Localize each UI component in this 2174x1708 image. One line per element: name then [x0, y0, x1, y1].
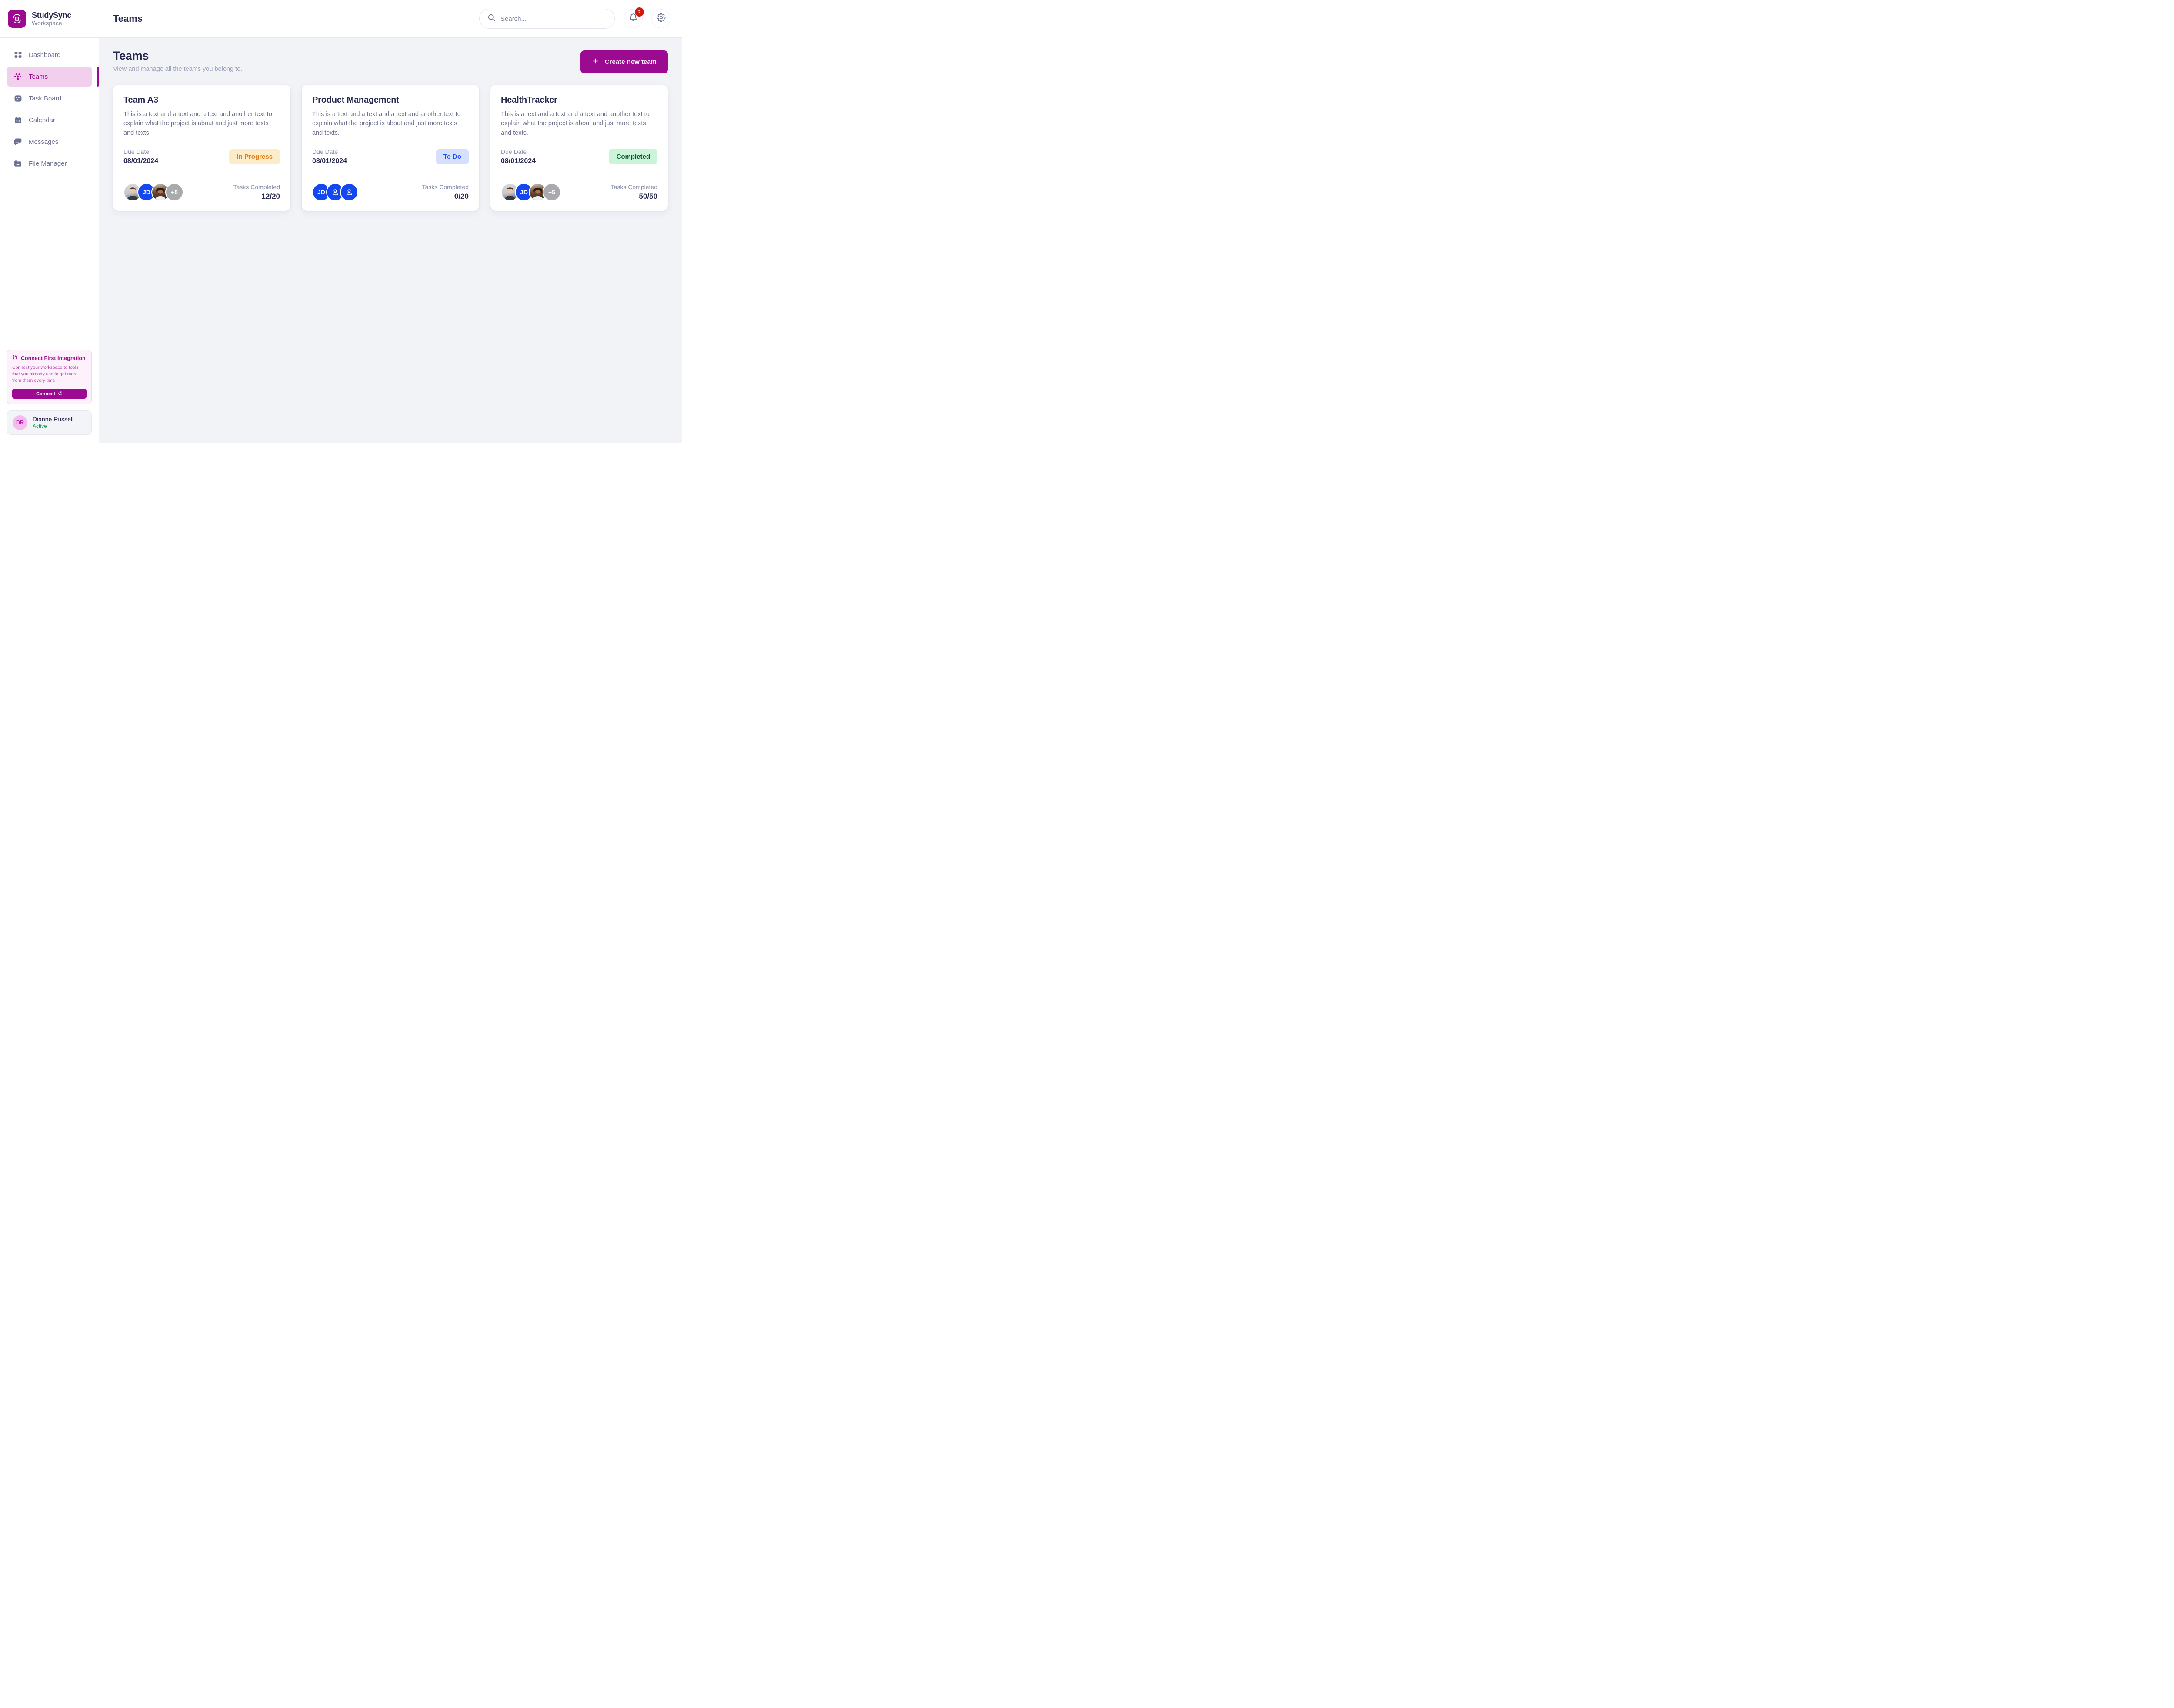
notification-count-badge: 2: [635, 7, 644, 17]
promo-title: Connect First Integration: [21, 355, 86, 362]
integration-promo-card: Connect First Integration Connect your w…: [7, 350, 92, 404]
top-bar: Teams Search... 2: [99, 0, 682, 38]
member-avatar-group: JD: [312, 183, 358, 201]
chat-bubbles-icon: [13, 137, 23, 147]
team-name: Team A3: [123, 95, 158, 105]
sidebar-spacer: [0, 173, 99, 350]
connect-button[interactable]: Connect: [12, 389, 87, 399]
plus-icon: [592, 57, 599, 67]
tasks-completed-value: 12/20: [261, 192, 280, 200]
bell-icon: [629, 13, 638, 24]
search-icon: [487, 13, 496, 24]
due-date-label: Due Date: [501, 148, 527, 155]
sidebar-item-label: Teams: [29, 73, 48, 80]
tasks-completed-label: Tasks Completed: [422, 183, 469, 190]
sidebar-nav: Dashboard Teams Task Board: [0, 38, 99, 173]
teams-grid: Team A3 This is a text and a text and a t…: [113, 85, 668, 211]
team-description: This is a text and a text and a text and…: [312, 111, 461, 137]
due-date-label: Due Date: [123, 148, 150, 155]
team-description: This is a text and a text and a text and…: [123, 111, 272, 137]
page-title: Teams: [113, 49, 149, 62]
tasks-completed-value: 0/20: [454, 192, 469, 200]
status-badge: Completed: [609, 149, 657, 164]
user-icon[interactable]: [340, 183, 358, 201]
member-avatar-group: JD +5: [501, 183, 561, 201]
team-name: HealthTracker: [501, 95, 557, 105]
status-badge: Active: [33, 423, 47, 430]
calendar-icon: [13, 115, 23, 125]
due-date-value: 08/01/2024: [123, 157, 159, 165]
connect-button-label: Connect: [36, 391, 55, 397]
create-new-team-button[interactable]: Create new team: [580, 50, 668, 73]
due-date-label: Due Date: [312, 148, 338, 155]
sidebar-item-messages[interactable]: Messages: [7, 132, 92, 152]
page-content: Teams View and manage all the teams you …: [99, 38, 682, 443]
team-name: Product Management: [312, 95, 399, 105]
avatar: DR: [13, 415, 27, 430]
avatar-overflow-count[interactable]: +5: [543, 183, 561, 201]
tasks-completed-label: Tasks Completed: [233, 183, 280, 190]
status-badge: In Progress: [229, 149, 280, 164]
sidebar-item-calendar[interactable]: Calendar: [7, 110, 92, 130]
sidebar-item-label: Calendar: [29, 116, 55, 124]
app-logo-icon: [8, 10, 26, 28]
sidebar-item-task-board[interactable]: Task Board: [7, 88, 92, 108]
page-subtitle: View and manage all the teams you belong…: [113, 66, 243, 73]
sidebar-item-dashboard[interactable]: Dashboard: [7, 45, 92, 65]
sidebar-item-label: Dashboard: [29, 51, 61, 59]
tasks-completed-value: 50/50: [639, 192, 657, 200]
sidebar: StudySync Workspace Dashboard: [0, 0, 99, 443]
brand-name: StudySync: [32, 10, 72, 20]
people-group-icon: [13, 72, 23, 81]
arrow-circle-icon: [58, 391, 63, 397]
tasks-completed-label: Tasks Completed: [610, 183, 657, 190]
sidebar-item-label: File Manager: [29, 160, 67, 167]
search-input[interactable]: Search...: [479, 9, 615, 29]
avatar-initials[interactable]: JD: [137, 183, 156, 201]
sidebar-item-teams[interactable]: Teams: [7, 67, 99, 87]
app-root: StudySync Workspace Dashboard: [0, 0, 682, 443]
sidebar-item-label: Task Board: [29, 94, 62, 102]
status-badge: To Do: [436, 149, 469, 164]
settings-button[interactable]: [651, 9, 670, 28]
gear-icon: [657, 13, 666, 24]
promo-title-row: Connect First Integration: [12, 355, 87, 362]
folder-icon: [13, 159, 23, 168]
topbar-actions: Search... 2: [479, 7, 670, 29]
due-date-value: 08/01/2024: [312, 157, 347, 165]
search-placeholder: Search...: [500, 15, 527, 23]
user-name: Dianne Russell: [33, 415, 74, 423]
topbar-title: Teams: [113, 13, 143, 24]
avatar-initials[interactable]: JD: [312, 183, 330, 201]
create-new-team-label: Create new team: [604, 58, 657, 66]
brand-subtitle: Workspace: [32, 20, 62, 27]
sidebar-item-file-manager[interactable]: File Manager: [7, 153, 92, 173]
sidebar-item-label: Messages: [29, 138, 59, 146]
team-card[interactable]: Team A3 This is a text and a text and a t…: [113, 85, 290, 211]
team-description: This is a text and a text and a text and…: [501, 111, 650, 137]
team-card[interactable]: HealthTracker This is a text and a text a…: [490, 85, 668, 211]
avatar-photo[interactable]: [151, 183, 170, 201]
page-header: Teams View and manage all the teams you …: [113, 49, 668, 73]
promo-body: Connect your workspace to tools that you…: [12, 365, 79, 384]
notifications-button[interactable]: 2: [624, 7, 644, 28]
due-date-value: 08/01/2024: [501, 157, 536, 165]
user-profile-card[interactable]: DR Dianne Russell Active: [7, 410, 92, 435]
main-area: Teams Search... 2: [99, 0, 682, 443]
brand-header[interactable]: StudySync Workspace: [0, 0, 99, 38]
avatar-overflow-count[interactable]: +5: [165, 183, 183, 201]
team-card[interactable]: Product Management This is a text and a t…: [302, 85, 479, 211]
grid-icon: [13, 50, 23, 60]
git-branch-icon: [12, 355, 18, 362]
member-avatar-group: JD +5: [123, 183, 183, 201]
checklist-icon: [13, 93, 23, 103]
